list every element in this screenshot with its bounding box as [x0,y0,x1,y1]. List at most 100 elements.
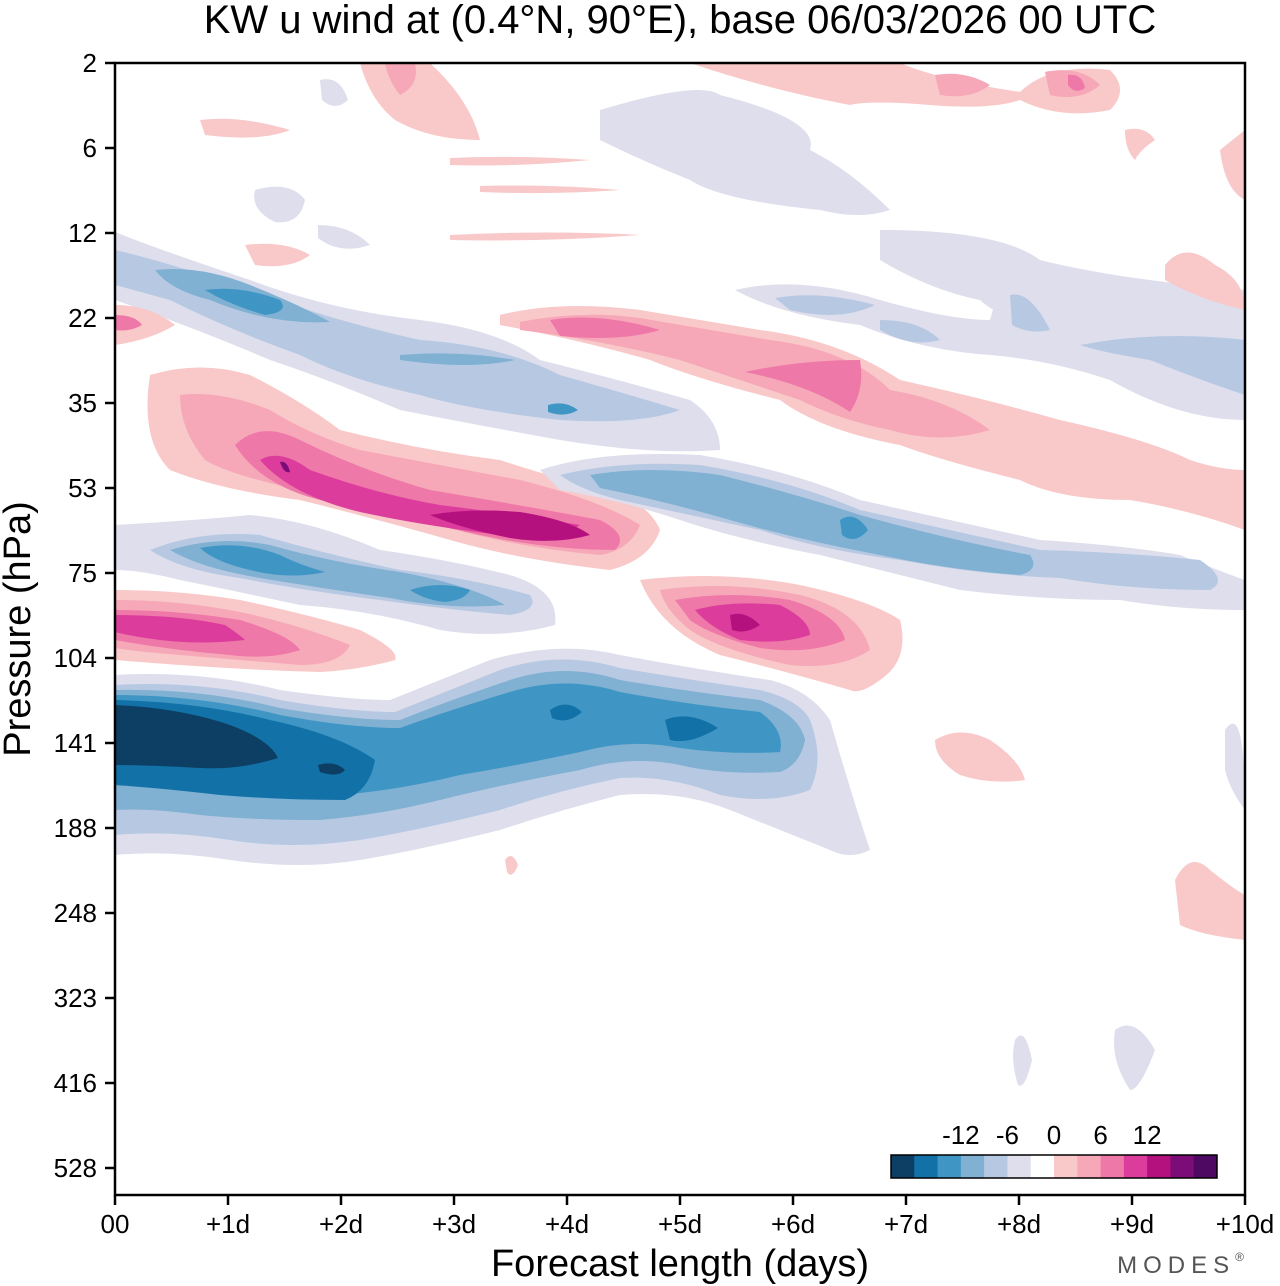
x-tick-label: +4d [545,1209,589,1239]
x-tick-label: +9d [1110,1209,1154,1239]
x-tick-label: +6d [771,1209,815,1239]
colorbar-tick-label: 0 [1047,1120,1061,1150]
y-tick-label: 2 [83,48,97,78]
contour-pos-lower [1175,862,1245,940]
contour-pos-wisp [1068,74,1085,91]
y-tick-label: 6 [83,133,97,163]
y-tick-label: 75 [68,558,97,588]
colorbar-tick-label: 12 [1133,1120,1162,1150]
contour-pos-wisp [690,63,1120,114]
contour-neg-wisp [318,225,370,249]
chart-title: KW u wind at (0.4°N, 90°E), base 06/03/2… [204,0,1156,42]
colorbar-swatch [1007,1155,1032,1178]
contour-neg-band-main [550,704,582,721]
colorbar [890,1154,1218,1179]
y-tick-label: 248 [54,898,97,928]
y-tick-label: 323 [54,983,97,1013]
contour-neg-wisp [600,90,890,215]
y-tick-label: 53 [68,473,97,503]
contour-pos-band-lower [115,615,245,643]
y-tick-label: 416 [54,1068,97,1098]
contour-pos-wisp [450,232,640,241]
y-axis: 2 6 12 22 35 53 75 104 141 188 248 323 416 528 [54,48,115,1183]
logo-text: MODES [1117,1252,1235,1279]
contour-neg-band-upper [548,403,578,415]
x-tick-label: +7d [884,1209,928,1239]
colorbar-ticks: -12 -6 0 6 12 [942,1120,1162,1150]
contour-pos-band-late [730,613,760,632]
x-tick-label: +8d [997,1209,1041,1239]
contour-neg-wisp [254,186,305,223]
x-tick-label: +1d [206,1209,250,1239]
colorbar-swatch [1123,1155,1148,1178]
contour-pos-band-upper [550,317,660,338]
contour-neg-band-upper [775,295,875,315]
contour-neg-band-upper [1010,294,1050,332]
contour-pos-band-upper [520,314,990,438]
colorbar-swatch [1077,1155,1102,1178]
colorbar-tick-label: 6 [1093,1120,1107,1150]
colorbar-swatch [937,1155,962,1178]
x-axis: 00 +1d +2d +3d +4d +5d +6d +7d +8d +9d +10d [101,1195,1275,1239]
contour-pos-wisp [385,63,416,95]
contour-fill [115,63,1245,1090]
colorbar-swatch [891,1155,915,1178]
colorbar-swatch [984,1155,1008,1178]
contour-neg-wisp [1225,723,1245,810]
y-tick-label: 528 [54,1153,97,1183]
contour-neg-wisp [1013,1035,1032,1086]
colorbar-frame [890,1154,1218,1179]
contour-neg-band-upper [1080,336,1245,395]
x-axis-label: Forecast length (days) [491,1243,869,1285]
contour-neg-band-lower [200,545,325,576]
colorbar-swatch [1193,1155,1218,1178]
x-tick-label: +5d [658,1209,702,1239]
colorbar-tick-label: -12 [942,1120,980,1150]
y-axis-label: Pressure (hPa) [0,501,39,757]
contour-neg-band-upper [880,320,940,343]
x-tick-label: +3d [432,1209,476,1239]
modes-logo: MODES® [1117,1250,1250,1279]
colorbar-tick-label: -6 [996,1120,1019,1150]
contour-neg-band-lower [410,585,470,602]
colorbar-swatch [1170,1155,1195,1178]
colorbar-swatch [1030,1155,1055,1178]
contour-neg-band-mid [590,470,1034,575]
contour-pos-wisp [480,185,620,194]
contour-pos-lower [505,856,518,875]
logo-mark: ® [1235,1250,1250,1264]
contour-neg-band-main [318,763,345,775]
plot-area [113,61,1247,1197]
y-tick-label: 141 [54,728,97,758]
contour-pos-wisp [200,118,290,138]
contour-pos-wisp [245,243,310,267]
x-tick-label: 00 [101,1209,130,1239]
colorbar-swatch [960,1155,985,1178]
x-tick-label: +2d [319,1209,363,1239]
contour-neg-band-main [115,705,278,769]
colorbar-swatch [1147,1155,1171,1178]
y-tick-label: 22 [68,303,97,333]
contour-pos-band-main [280,461,290,473]
colorbar-swatch [1054,1155,1078,1178]
y-tick-label: 104 [54,643,97,673]
y-tick-label: 35 [68,388,97,418]
contour-neg-wisp [320,79,348,106]
contour-pos-wisp [1125,128,1155,160]
contour-pos-wisp [450,156,590,166]
contour-pos-lower [935,732,1025,782]
contour-pos-band-upper [115,305,175,345]
contour-neg-band-upper [400,353,515,365]
x-tick-label: +10d [1216,1209,1275,1239]
contour-pos-band-upper [745,360,862,412]
colorbar-swatch [914,1155,939,1178]
contour-neg-wisp [1114,1025,1155,1090]
y-tick-label: 188 [54,813,97,843]
contour-pos-band-main [430,510,590,541]
colorbar-swatch [1100,1155,1125,1178]
contour-pos-band-upper [115,315,142,331]
contour-pos-wisp [1220,130,1245,200]
contour-pos-wisp [935,73,990,97]
y-tick-label: 12 [68,218,97,248]
